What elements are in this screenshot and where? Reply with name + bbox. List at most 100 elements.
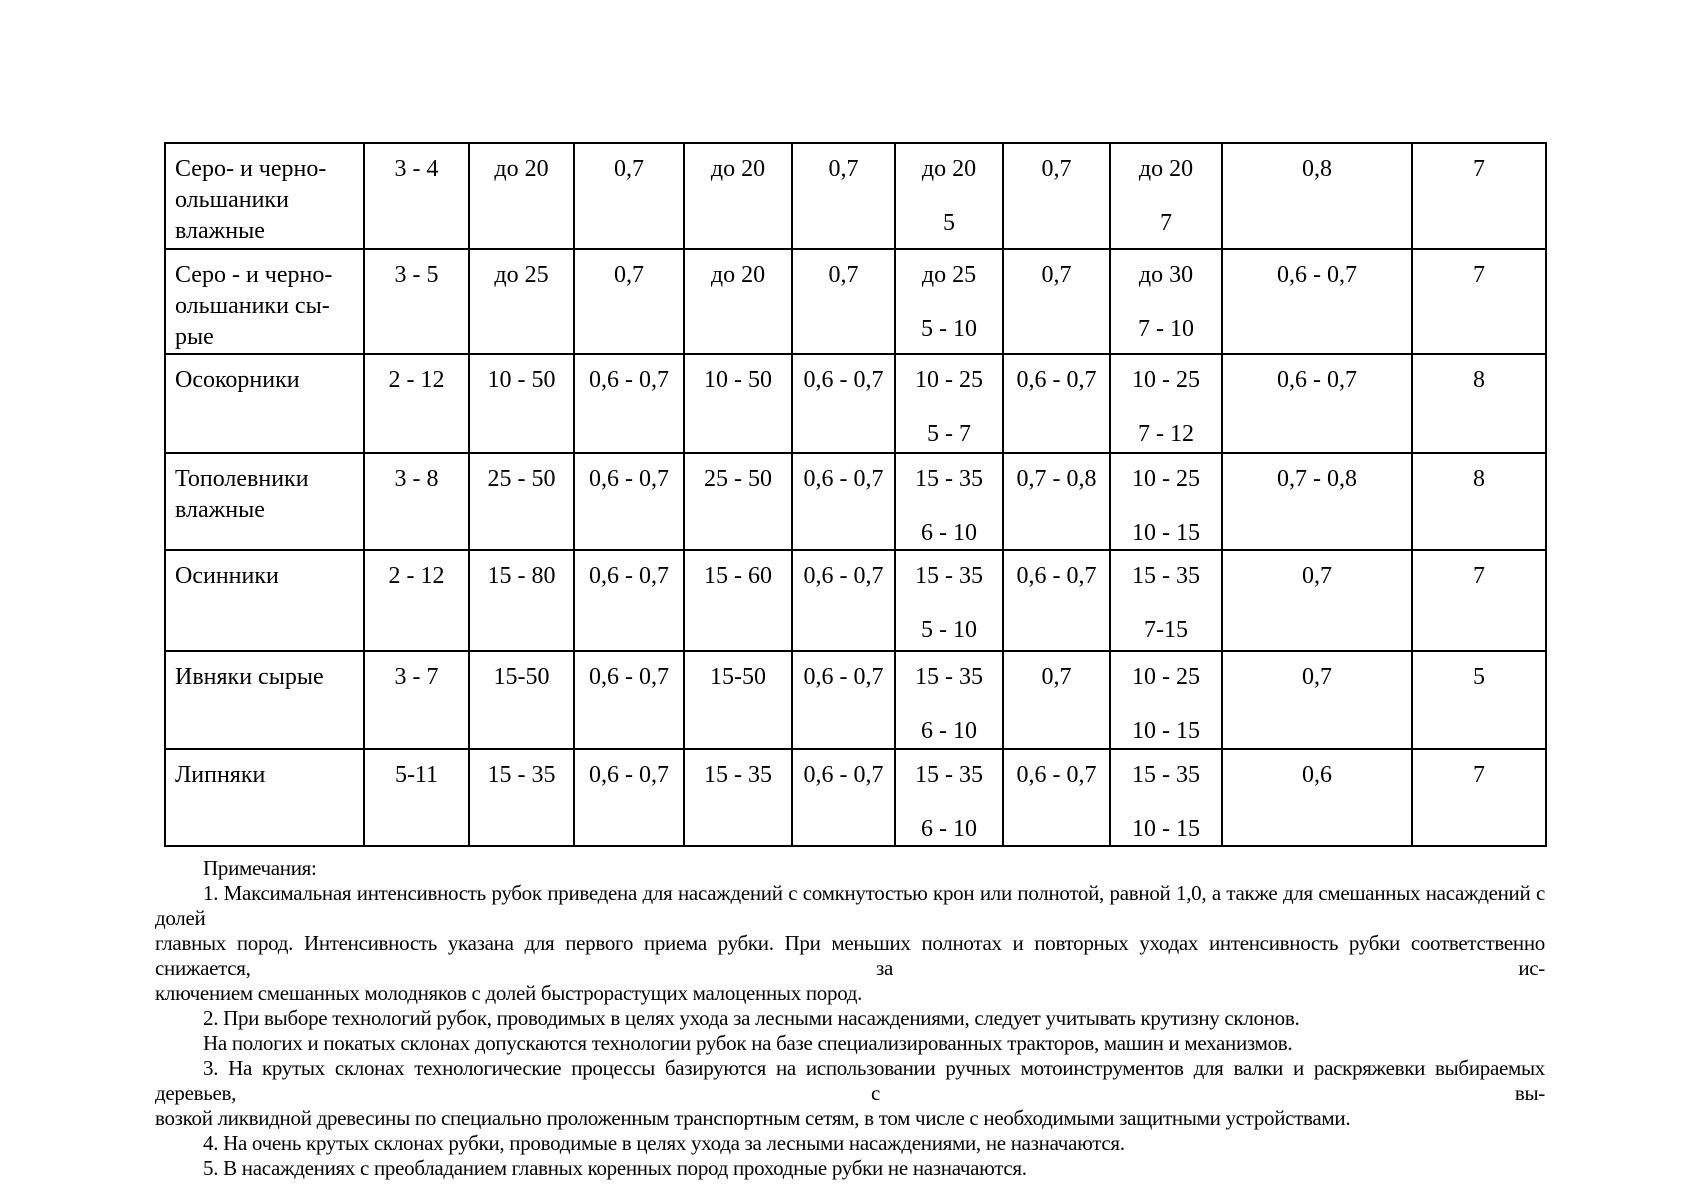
note-line: ключением смешанных молодняков с долей б… [155,981,863,1005]
cell-value: 0,8 [1221,142,1413,250]
cell-value: 0,7 [573,248,685,355]
table-row: Липняки 5-11 15 - 35 0,6 - 0,7 15 - 35 0… [164,748,1547,847]
cell-line: 5 [943,210,955,236]
cell-line: 15 - 35 [915,466,983,492]
cell-line: 10 - 15 [1132,520,1200,546]
cell-line: 6 - 10 [921,718,977,744]
cell-value: 15 - 60 [683,549,793,652]
cell-value: 0,7 [1002,248,1111,355]
cell-value: 0,7 [1221,650,1413,750]
cell-value: 0,7 [1221,549,1413,652]
cell-value: 15-50 [683,650,793,750]
cell-value: 5-11 [363,748,470,847]
cell-value: 0,6 - 0,7 [573,452,685,551]
table-row: Тополевники влажные 3 - 8 25 - 50 0,6 - … [164,452,1547,551]
note-line: главных пород. Интенсивность указана для… [155,931,1545,980]
cell-line: 7 [1160,210,1172,236]
cell-value: 3 - 7 [363,650,470,750]
cell-line: 15 - 35 [915,563,983,589]
cell-value: 25 - 50 [683,452,793,551]
cell-value: 8 [1411,452,1547,551]
cell-line: 10 - 25 [1132,664,1200,690]
cell-value: 0,7 [1002,142,1111,250]
cell-value-stacked: до 30 7 - 10 [1109,248,1223,355]
cell-value: 0,6 - 0,7 [791,353,896,454]
cell-line: 5 - 7 [927,421,971,447]
cell-value: до 20 [683,248,793,355]
thinning-standards-table: Серо- и черно- ольшаники влажные 3 - 4 д… [164,142,1547,847]
cell-value: 7 [1411,549,1547,652]
cell-forest-type: Серо - и черно- ольшаники сы- рые [164,248,365,355]
cell-value-stacked: до 25 5 - 10 [894,248,1004,355]
cell-value: 0,6 - 0,7 [791,549,896,652]
cell-value: до 20 [683,142,793,250]
cell-value: 15 - 80 [468,549,575,652]
cell-forest-type: Тополевники влажные [164,452,365,551]
cell-value: 15 - 35 [468,748,575,847]
cell-value: 0,6 - 0,7 [791,452,896,551]
table-row: Серо - и черно- ольшаники сы- рые 3 - 5 … [164,248,1547,355]
cell-value: 15-50 [468,650,575,750]
cell-value: 0,7 [791,142,896,250]
cell-line: 6 - 10 [921,520,977,546]
cell-value: 0,7 - 0,8 [1002,452,1111,551]
cell-forest-type: Ивняки сырые [164,650,365,750]
cell-value: 8 [1411,353,1547,454]
cell-line: 7 - 10 [1138,316,1194,342]
cell-value: 0,6 - 0,7 [573,549,685,652]
cell-value: 7 [1411,248,1547,355]
cell-value: 0,6 - 0,7 [1221,248,1413,355]
cell-line: до 30 [1138,262,1194,288]
cell-line: до 25 [921,262,977,288]
cell-value: 0,6 - 0,7 [1221,353,1413,454]
cell-value-stacked: 15 - 35 6 - 10 [894,452,1004,551]
cell-line: 10 - 25 [915,367,983,393]
cell-line: 15 - 35 [915,664,983,690]
cell-value: 0,6 - 0,7 [791,748,896,847]
cell-value: 7 [1411,142,1547,250]
cell-value-stacked: 10 - 25 10 - 15 [1109,452,1223,551]
cell-line: 5 - 10 [921,617,977,643]
cell-line: до 20 [1138,156,1194,182]
cell-value: до 20 [468,142,575,250]
table-row: Ивняки сырые 3 - 7 15-50 0,6 - 0,7 15-50… [164,650,1547,750]
cell-value: 0,6 - 0,7 [1002,353,1111,454]
cell-value: 2 - 12 [363,549,470,652]
note-line: На пологих и покатых склонах допускаются… [203,1031,1293,1055]
cell-line: 7-15 [1144,617,1188,643]
cell-value: 0,6 [1221,748,1413,847]
table-row: Осинники 2 - 12 15 - 80 0,6 - 0,7 15 - 6… [164,549,1547,652]
cell-value: 5 [1411,650,1547,750]
cell-value-stacked: 15 - 35 6 - 10 [894,748,1004,847]
cell-value: 0,7 - 0,8 [1221,452,1413,551]
cell-value: 10 - 50 [468,353,575,454]
cell-line: 15 - 35 [915,762,983,788]
cell-value-stacked: 10 - 25 7 - 12 [1109,353,1223,454]
note-line: возкой ликвидной древесины по специально… [155,1106,1351,1130]
cell-line: 7 - 12 [1138,421,1194,447]
cell-value-stacked: 15 - 35 5 - 10 [894,549,1004,652]
cell-value-stacked: до 20 7 [1109,142,1223,250]
cell-line: 10 - 15 [1132,718,1200,744]
cell-value: до 25 [468,248,575,355]
cell-line: 5 - 10 [921,316,977,342]
cell-value: 3 - 4 [363,142,470,250]
cell-value: 0,7 [791,248,896,355]
cell-value-stacked: 15 - 35 10 - 15 [1109,748,1223,847]
cell-value-stacked: до 20 5 [894,142,1004,250]
cell-value: 0,6 - 0,7 [791,650,896,750]
note-line: 3. На крутых склонах технологические про… [155,1056,1545,1105]
cell-value: 3 - 8 [363,452,470,551]
cell-value: 3 - 5 [363,248,470,355]
cell-forest-type: Осинники [164,549,365,652]
table-row: Осокорники 2 - 12 10 - 50 0,6 - 0,7 10 -… [164,353,1547,454]
cell-value-stacked: 10 - 25 5 - 7 [894,353,1004,454]
cell-forest-type: Осокорники [164,353,365,454]
cell-line: 6 - 10 [921,816,977,842]
cell-forest-type: Серо- и черно- ольшаники влажные [164,142,365,250]
cell-value: 10 - 50 [683,353,793,454]
cell-line: 10 - 15 [1132,816,1200,842]
cell-line: 10 - 25 [1132,466,1200,492]
cell-value: 15 - 35 [683,748,793,847]
